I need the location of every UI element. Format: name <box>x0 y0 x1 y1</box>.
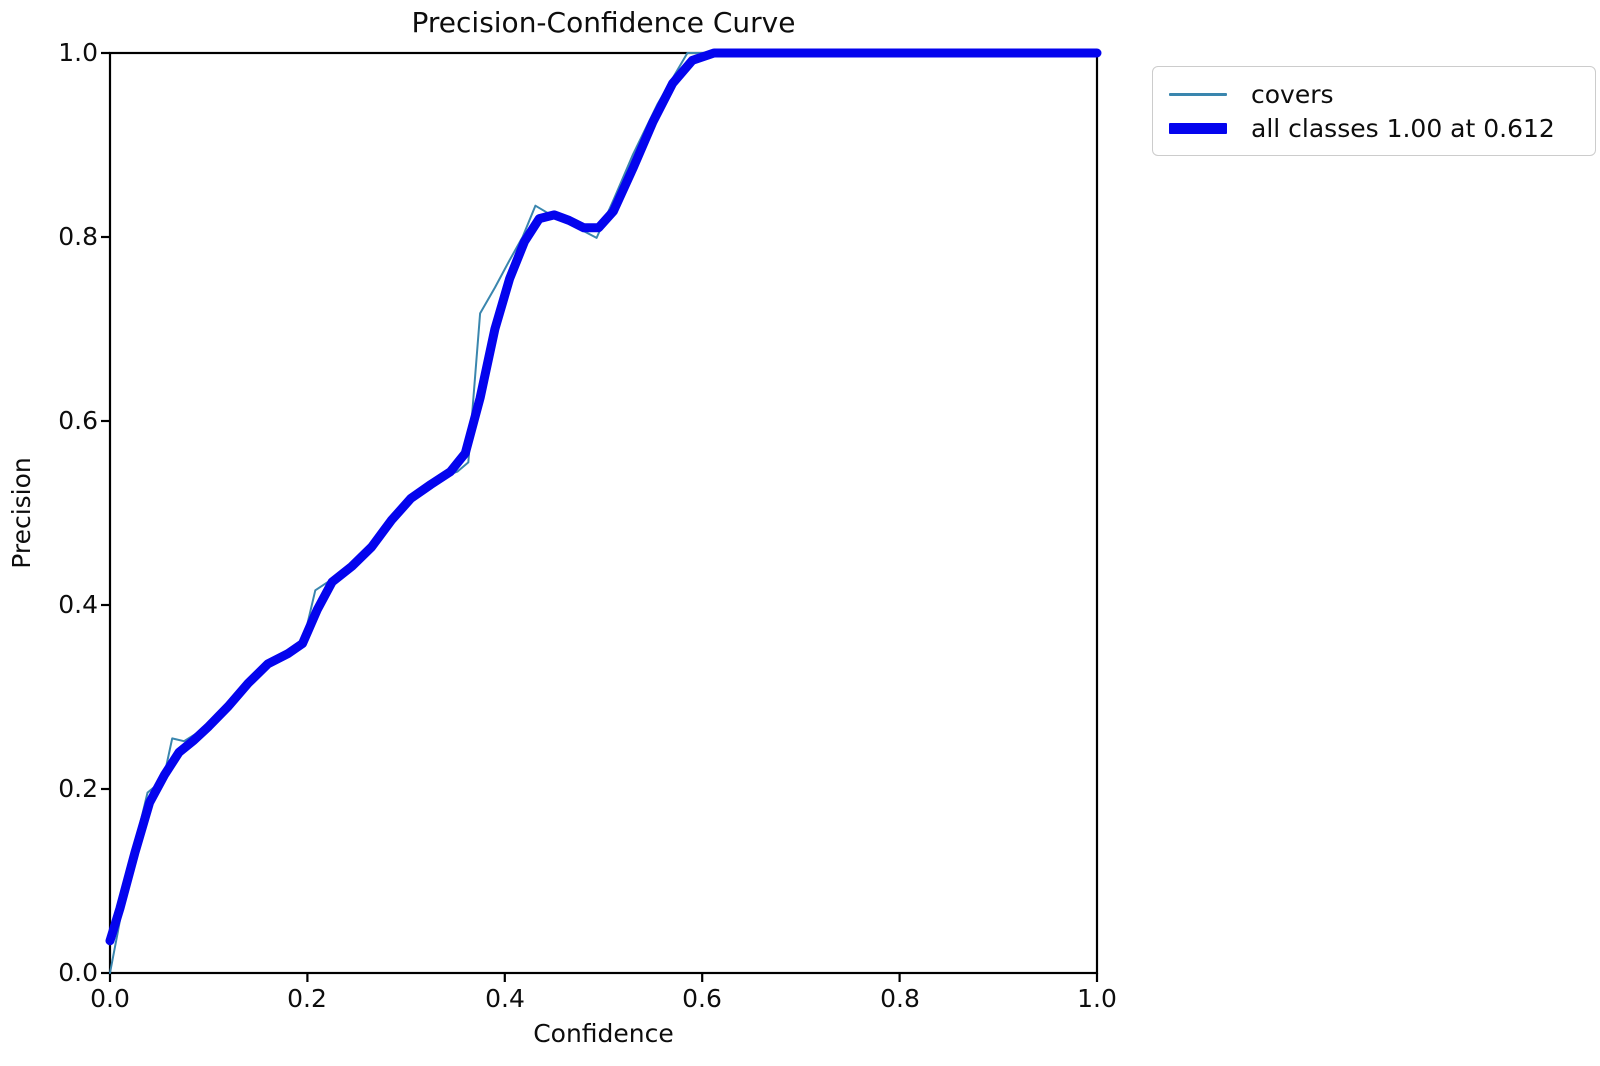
y-tick-label-2: 0.4 <box>58 590 98 619</box>
y-axis-label: Precision <box>7 457 36 569</box>
legend-label-covers: covers <box>1251 79 1334 109</box>
y-tick-label-1: 0.2 <box>58 774 98 803</box>
legend: covers all classes 1.00 at 0.612 <box>1152 66 1596 156</box>
x-tick-label-4: 0.8 <box>880 984 920 1013</box>
y-tick-label-0: 0.0 <box>58 958 98 987</box>
x-tick-label-2: 0.4 <box>485 984 525 1013</box>
covers-line-sample <box>1169 92 1227 96</box>
y-tick-label-5: 1.0 <box>58 38 98 67</box>
x-axis-label: Confidence <box>533 1019 674 1048</box>
legend-item-covers: covers <box>1169 80 1579 109</box>
x-tick-label-5: 1.0 <box>1077 984 1117 1013</box>
legend-label-all-classes: all classes 1.00 at 0.612 <box>1251 113 1555 143</box>
y-tick-label-4: 0.8 <box>58 222 98 251</box>
chart-title: Precision-Confidence Curve <box>411 6 796 39</box>
legend-item-all-classes: all classes 1.00 at 0.612 <box>1169 114 1579 143</box>
y-tick-label-3: 0.6 <box>58 406 98 435</box>
x-tick-label-3: 0.6 <box>682 984 722 1013</box>
x-tick-label-0: 0.0 <box>90 984 130 1013</box>
covers-curve <box>109 52 1098 974</box>
all-classes-line-sample <box>1169 122 1227 134</box>
axes-spines <box>108 51 1099 975</box>
x-tick-label-1: 0.2 <box>287 984 327 1013</box>
all-classes-curve <box>105 48 1102 946</box>
